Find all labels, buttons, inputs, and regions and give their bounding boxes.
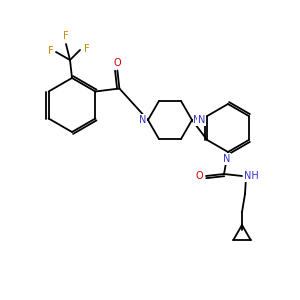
Text: O: O xyxy=(195,171,203,181)
Text: NH: NH xyxy=(244,171,258,181)
Text: N: N xyxy=(193,115,201,125)
Text: O: O xyxy=(114,58,121,68)
Text: N: N xyxy=(223,154,231,164)
Text: F: F xyxy=(84,44,90,54)
Text: N: N xyxy=(139,115,147,125)
Text: F: F xyxy=(48,46,54,56)
Text: N: N xyxy=(197,115,205,125)
Text: F: F xyxy=(63,31,69,41)
